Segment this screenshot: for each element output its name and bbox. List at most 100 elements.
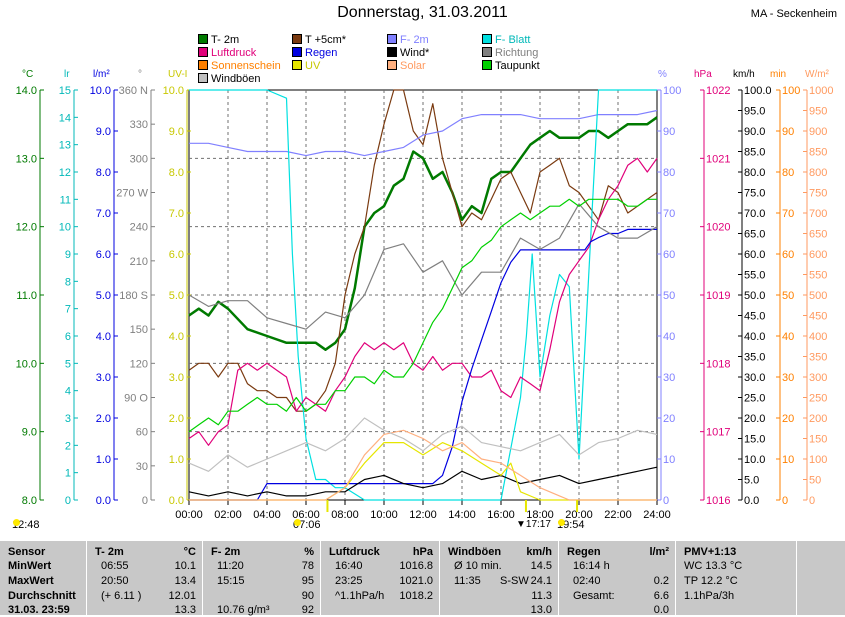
table-cell: WC 13.3 °C bbox=[684, 560, 743, 572]
right-axis-tick-label: 1020 bbox=[706, 222, 730, 234]
right-axis-tick-label: 550 bbox=[809, 270, 827, 282]
page-title: Donnerstag, 31.03.2011 bbox=[337, 4, 508, 21]
left-axis-tick-label: 12 bbox=[59, 167, 71, 179]
left-axis-tick-label: 2 bbox=[65, 440, 71, 452]
right-axis-tick-label: 35.0 bbox=[744, 352, 765, 364]
left-axis-tick-label: 5.0 bbox=[96, 290, 111, 302]
left-axis-tick-label: 8.0 bbox=[96, 167, 111, 179]
right-axis-unit: km/h bbox=[733, 69, 755, 80]
table-header: Regen bbox=[567, 546, 601, 558]
right-axis-tick-label: 5.0 bbox=[744, 475, 759, 487]
legend-item: Regen bbox=[292, 47, 337, 59]
x-axis-tick-label: 00:00 bbox=[175, 509, 203, 521]
x-axis-tick-label: 20:00 bbox=[565, 509, 593, 521]
left-axis-tick-label: 8.0 bbox=[22, 495, 37, 507]
table-cell: 23:25 bbox=[335, 575, 363, 587]
right-axis-tick-label: 30 bbox=[663, 372, 675, 384]
table-col-pmv: PMV+1:13 WC 13.3 °C TP 12.2 °C 1.1hPa/3h bbox=[676, 541, 796, 615]
right-axis-unit: hPa bbox=[694, 69, 712, 80]
left-axis-tick-label: 6 bbox=[65, 331, 71, 343]
marker-wind: ▼ 17:17 bbox=[516, 519, 551, 530]
table-row-label: Durchschnitt bbox=[8, 590, 76, 602]
right-axis-tick-label: 300 bbox=[809, 372, 827, 384]
right-axis-tick-label: 600 bbox=[809, 249, 827, 261]
right-axis-tick-label: 800 bbox=[809, 167, 827, 179]
legend-label: UV bbox=[305, 60, 321, 72]
right-axis-tick-label: 80 bbox=[663, 167, 675, 179]
left-axis-tick-label: 180 S bbox=[119, 290, 148, 302]
legend-swatch bbox=[198, 47, 208, 57]
legend-swatch bbox=[482, 34, 492, 44]
table-cell: 95 bbox=[301, 575, 314, 587]
left-axis-tick-label: 11.0 bbox=[16, 290, 37, 302]
right-axis-tick-label: 1000 bbox=[809, 85, 833, 97]
table-cell: 15:15 bbox=[217, 575, 245, 587]
legend-label: F- 2m bbox=[400, 34, 429, 46]
right-axis-tick-label: 250 bbox=[809, 393, 827, 405]
series-line-luftdruck bbox=[188, 157, 658, 446]
right-axis-tick-label: 60 bbox=[782, 249, 794, 261]
table-header: F- 2m bbox=[211, 546, 241, 558]
right-axis-tick-label: 150 bbox=[809, 434, 827, 446]
legend-swatch bbox=[292, 47, 302, 57]
legend-swatch bbox=[387, 60, 397, 70]
x-axis-tick-label: 10:00 bbox=[370, 509, 398, 521]
table-cell: 10.76 g/m³ bbox=[217, 604, 270, 616]
table-separator bbox=[675, 541, 676, 615]
table-cell: 06:55 bbox=[101, 560, 129, 572]
legend-item: T- 2m bbox=[198, 34, 239, 46]
right-axis-tick-label: 0 bbox=[663, 495, 669, 507]
left-axis-tick-label: 8.0 bbox=[169, 167, 184, 179]
legend-label: Richtung bbox=[495, 47, 539, 59]
left-axis-tick-label: 0 bbox=[142, 495, 148, 507]
table-row-label: MaxWert bbox=[8, 575, 54, 587]
table-separator bbox=[86, 541, 87, 615]
left-axis-tick-label: 1 bbox=[65, 468, 71, 480]
legend-item: F- Blatt bbox=[482, 34, 530, 46]
legend-label: T +5cm* bbox=[305, 34, 347, 46]
left-axis-tick-label: 9.0 bbox=[22, 427, 37, 439]
legend-swatch bbox=[387, 34, 397, 44]
table-header: Luftdruck bbox=[329, 546, 380, 558]
table-cell: 90 bbox=[301, 590, 314, 602]
table-cell: 1018.2 bbox=[399, 590, 433, 602]
x-axis-tick-label: 02:00 bbox=[214, 509, 242, 521]
right-axis-tick-label: 100 bbox=[663, 85, 681, 97]
table-col-gusts: Windböen km/h Ø 10 min. 14.5 11:35 S-SW 24.1 11… bbox=[440, 541, 558, 616]
right-axis-tick-label: 500 bbox=[809, 290, 827, 302]
left-axis-tick-label: 9 bbox=[65, 249, 71, 261]
left-axis-tick-label: 3 bbox=[65, 413, 71, 425]
table-separator bbox=[439, 541, 440, 615]
table-row-label: 31.03. 23:59 bbox=[8, 604, 70, 616]
series-line-f-2m bbox=[189, 109, 658, 157]
legend-swatch bbox=[198, 73, 208, 83]
left-axis-tick-label: 7.0 bbox=[169, 208, 184, 220]
left-axis-unit: ° bbox=[138, 69, 142, 80]
table-cell: 0.0 bbox=[653, 604, 669, 616]
series-line-windb-en bbox=[188, 417, 658, 472]
right-axis-tick-label: 100 bbox=[782, 85, 800, 97]
left-axis-tick-label: 14 bbox=[59, 112, 71, 124]
x-axis-tick-label: 04:00 bbox=[253, 509, 281, 521]
left-axis-tick-label: 1.0 bbox=[96, 454, 111, 466]
legend-item: Sonnenschein bbox=[198, 60, 281, 72]
right-axis-tick-label: 70 bbox=[782, 208, 794, 220]
right-axis-tick-label: 950 bbox=[809, 106, 827, 118]
right-axis-tick-label: 50 bbox=[782, 290, 794, 302]
right-axis-tick-label: 50.0 bbox=[744, 290, 765, 302]
legend-label: Wind* bbox=[400, 47, 430, 59]
right-axis-tick-label: 850 bbox=[809, 147, 827, 159]
right-axis-tick-label: 0.0 bbox=[744, 495, 759, 507]
sunset-icon bbox=[558, 519, 565, 526]
right-axis-tick-label: 45.0 bbox=[744, 311, 765, 323]
table-separator bbox=[320, 541, 321, 615]
legend-item: UV bbox=[292, 60, 320, 72]
legend-item: T +5cm* bbox=[292, 34, 346, 46]
series-line-taupunkt bbox=[188, 198, 657, 433]
table-col-sensor: Sensor MinWert MaxWert Durchschnitt 31.03. 2… bbox=[0, 541, 86, 616]
right-axis-tick-label: 30.0 bbox=[744, 372, 765, 384]
left-axis-tick-label: 330 bbox=[130, 119, 148, 131]
table-cell: 13.3 bbox=[174, 604, 196, 616]
table-separator bbox=[558, 541, 559, 615]
series-line-wind- bbox=[188, 466, 658, 497]
